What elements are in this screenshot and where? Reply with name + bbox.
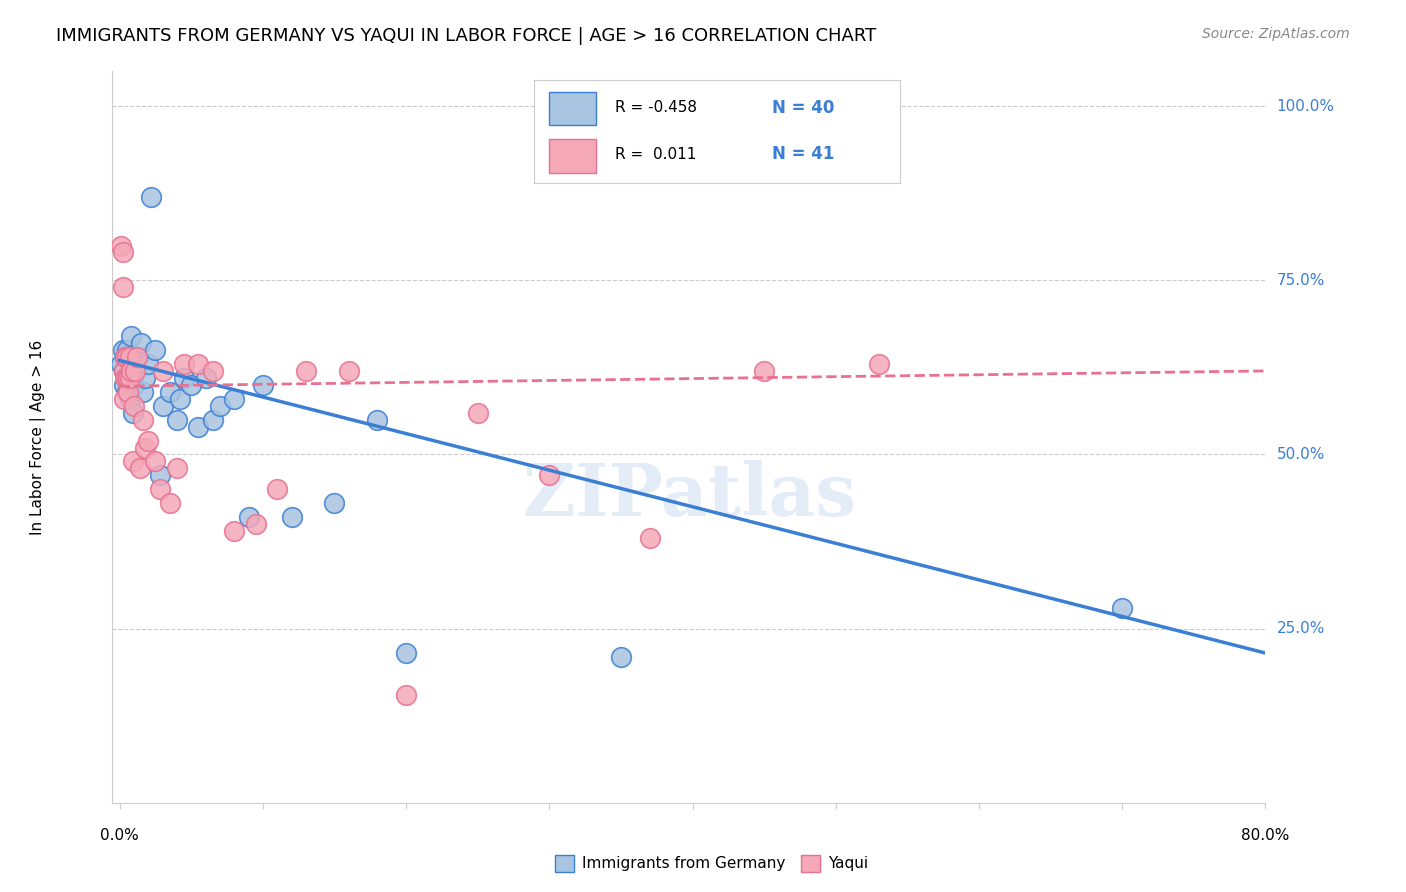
Text: Yaqui: Yaqui xyxy=(828,856,869,871)
Point xyxy=(187,419,209,434)
Point xyxy=(208,399,231,413)
Point xyxy=(149,483,172,497)
Point xyxy=(117,371,139,385)
Point xyxy=(111,343,134,357)
Point xyxy=(180,377,202,392)
Point xyxy=(114,371,136,385)
Point xyxy=(121,406,143,420)
Point xyxy=(118,350,141,364)
FancyBboxPatch shape xyxy=(548,92,596,126)
Point xyxy=(141,190,163,204)
FancyBboxPatch shape xyxy=(548,139,596,173)
Point xyxy=(136,357,159,371)
Point xyxy=(117,371,139,385)
Point xyxy=(295,364,318,378)
Point xyxy=(121,454,143,468)
Point xyxy=(118,392,141,406)
Point xyxy=(337,364,360,378)
Point xyxy=(395,646,418,660)
Point xyxy=(131,384,153,399)
Point xyxy=(110,238,132,252)
Point xyxy=(115,384,138,399)
Point xyxy=(467,406,489,420)
Point xyxy=(110,357,132,371)
Point xyxy=(122,399,145,413)
Point xyxy=(280,510,302,524)
Point xyxy=(120,329,142,343)
Point xyxy=(610,649,633,664)
Point xyxy=(131,412,153,426)
Point xyxy=(136,434,159,448)
Point xyxy=(201,412,224,426)
Text: 50.0%: 50.0% xyxy=(1277,447,1324,462)
Point xyxy=(159,496,181,510)
Point xyxy=(134,441,156,455)
Point xyxy=(238,510,260,524)
Point xyxy=(252,377,274,392)
Text: N = 41: N = 41 xyxy=(772,145,834,163)
Point xyxy=(114,350,136,364)
Point xyxy=(752,364,775,378)
Point xyxy=(169,392,191,406)
Text: ZIPatlas: ZIPatlas xyxy=(522,460,856,531)
Point xyxy=(112,377,135,392)
Point xyxy=(266,483,288,497)
Point xyxy=(112,392,135,406)
Point xyxy=(173,371,195,385)
Point xyxy=(124,364,146,378)
Point xyxy=(111,280,134,294)
Text: R = -0.458: R = -0.458 xyxy=(614,101,697,115)
Point xyxy=(166,461,188,475)
Text: N = 40: N = 40 xyxy=(772,99,834,117)
Text: Immigrants from Germany: Immigrants from Germany xyxy=(582,856,786,871)
Point xyxy=(115,350,138,364)
Text: R =  0.011: R = 0.011 xyxy=(614,146,696,161)
Point xyxy=(152,364,174,378)
Point xyxy=(128,461,150,475)
Point xyxy=(112,364,135,378)
Point xyxy=(366,412,388,426)
Text: In Labor Force | Age > 16: In Labor Force | Age > 16 xyxy=(30,340,45,534)
Point xyxy=(125,350,148,364)
Point xyxy=(245,517,267,532)
Point xyxy=(538,468,561,483)
Point xyxy=(120,364,142,378)
Point xyxy=(145,343,167,357)
Point xyxy=(111,245,134,260)
Point xyxy=(115,343,138,357)
Point xyxy=(145,454,167,468)
Text: Source: ZipAtlas.com: Source: ZipAtlas.com xyxy=(1202,27,1350,41)
Text: 25.0%: 25.0% xyxy=(1277,621,1324,636)
Point xyxy=(115,371,138,385)
Point xyxy=(118,371,141,385)
Point xyxy=(166,412,188,426)
Point xyxy=(187,357,209,371)
Point xyxy=(125,350,148,364)
Point xyxy=(149,468,172,483)
Point xyxy=(112,364,135,378)
Point xyxy=(124,364,146,378)
Point xyxy=(122,377,145,392)
Point xyxy=(323,496,346,510)
Point xyxy=(114,350,136,364)
Text: IMMIGRANTS FROM GERMANY VS YAQUI IN LABOR FORCE | AGE > 16 CORRELATION CHART: IMMIGRANTS FROM GERMANY VS YAQUI IN LABO… xyxy=(56,27,876,45)
Text: 0.0%: 0.0% xyxy=(100,828,139,843)
Point xyxy=(152,399,174,413)
Point xyxy=(117,384,139,399)
Point xyxy=(129,336,152,351)
Point xyxy=(194,371,217,385)
Text: 75.0%: 75.0% xyxy=(1277,273,1324,288)
Text: 80.0%: 80.0% xyxy=(1241,828,1289,843)
Point xyxy=(395,688,418,702)
Point xyxy=(224,392,246,406)
Point xyxy=(868,357,890,371)
Point xyxy=(159,384,181,399)
Point xyxy=(224,524,246,538)
Text: 100.0%: 100.0% xyxy=(1277,99,1334,113)
Point xyxy=(1111,600,1133,615)
Point xyxy=(201,364,224,378)
Point xyxy=(638,531,661,545)
Point xyxy=(134,371,156,385)
Point xyxy=(173,357,195,371)
